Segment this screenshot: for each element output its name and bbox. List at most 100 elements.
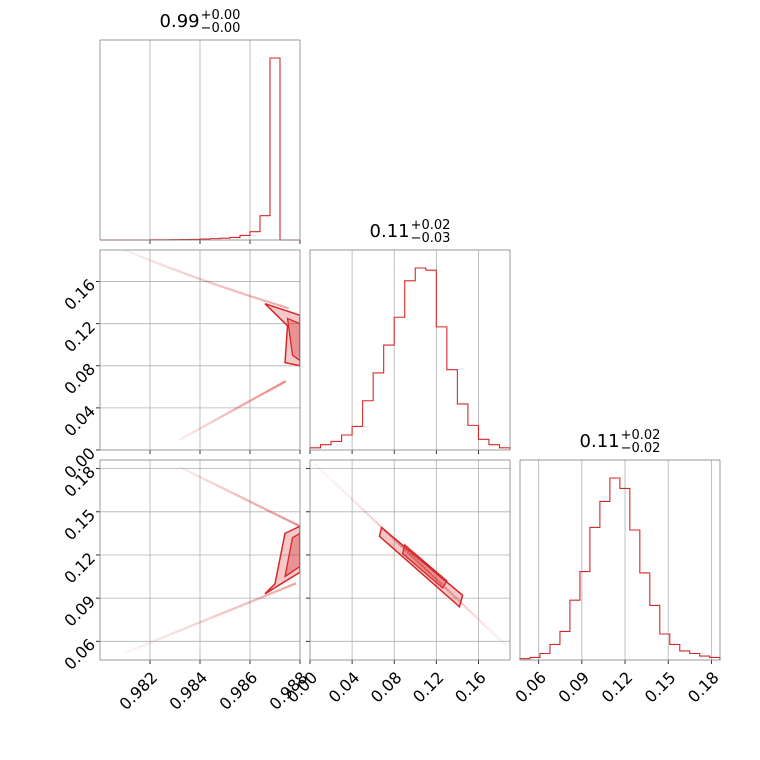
sample-point — [194, 429, 198, 433]
sample-point — [490, 630, 494, 634]
sample-point — [211, 420, 215, 423]
x-tick-label: 0.984 — [165, 668, 211, 714]
sample-point — [135, 253, 139, 257]
sample-point — [132, 648, 135, 651]
sample-point — [499, 638, 502, 642]
sample-point — [165, 265, 168, 268]
sample-point — [259, 596, 263, 599]
sample-point — [239, 404, 242, 408]
sample-point — [142, 643, 146, 647]
sample-point — [247, 499, 251, 503]
sample-point — [190, 274, 194, 278]
sample-point — [264, 507, 267, 511]
sample-point — [198, 475, 201, 479]
sample-point — [230, 288, 233, 292]
y-tick-label: 0.04 — [60, 402, 99, 441]
sample-point — [276, 303, 280, 307]
sample-point — [217, 613, 220, 617]
sample-point — [183, 435, 187, 438]
sample-point — [224, 412, 228, 416]
sample-point — [143, 256, 146, 260]
sample-point — [267, 300, 271, 304]
sample-point — [320, 469, 323, 472]
sample-point — [219, 284, 223, 288]
sample-point — [233, 407, 237, 411]
sample-point — [169, 266, 172, 270]
sample-point — [217, 485, 221, 488]
sample-point — [289, 584, 293, 587]
sample-point — [215, 283, 218, 287]
sample-point — [130, 251, 134, 255]
sample-point — [229, 608, 233, 611]
histogram-series — [309, 267, 511, 450]
sample-point — [488, 628, 492, 632]
sample-point — [254, 396, 258, 399]
sample-point — [225, 488, 228, 492]
sample-point — [144, 257, 148, 260]
sample-point — [144, 642, 148, 646]
sample-point — [154, 261, 157, 264]
sample-point — [223, 488, 227, 491]
sample-point — [182, 271, 186, 275]
sample-point — [415, 558, 418, 562]
sample-point — [278, 588, 282, 592]
sample-point — [279, 304, 282, 308]
sample-point — [461, 602, 464, 606]
sample-point — [237, 405, 241, 409]
sample-point — [204, 279, 208, 283]
sample-point — [281, 381, 284, 385]
sample-point — [281, 305, 285, 308]
sample-point — [248, 399, 251, 403]
title-minus: −0.02 — [620, 441, 661, 456]
sample-point — [288, 519, 291, 523]
sample-point — [155, 638, 159, 642]
sample-point — [198, 277, 202, 281]
sample-point — [185, 626, 188, 630]
sample-point — [465, 606, 469, 610]
sample-point — [232, 607, 235, 611]
sample-point — [268, 592, 271, 596]
sample-point — [503, 642, 507, 646]
sample-point — [478, 618, 481, 622]
sample-point — [161, 635, 165, 639]
sample-point — [236, 605, 239, 609]
sample-point — [244, 602, 248, 605]
sample-point — [273, 512, 276, 515]
y-tick-label: 0.16 — [60, 275, 99, 314]
sample-point — [186, 433, 190, 437]
sample-point — [178, 629, 182, 632]
sample-point — [476, 616, 479, 620]
sample-point — [150, 259, 153, 263]
sample-point — [172, 631, 176, 635]
sample-point — [127, 250, 130, 253]
sample-point — [295, 523, 299, 527]
sample-point — [132, 252, 135, 255]
sample-point — [171, 267, 174, 271]
panel-1-0 — [96, 249, 301, 454]
sample-point — [229, 409, 233, 413]
sample-point — [255, 503, 258, 507]
sample-point — [181, 436, 184, 440]
sample-point — [404, 548, 408, 552]
sample-point — [166, 634, 169, 637]
x-tick-label: 0.986 — [215, 668, 261, 714]
sample-point — [180, 271, 184, 274]
sample-point — [151, 640, 154, 643]
sample-point — [236, 406, 240, 409]
sample-point — [206, 422, 209, 426]
sample-point — [139, 255, 143, 258]
sample-point — [249, 399, 253, 402]
sample-point — [429, 572, 433, 576]
sample-point — [214, 483, 218, 487]
sample-point — [252, 397, 255, 401]
sample-point — [214, 418, 217, 422]
sample-point — [238, 604, 242, 608]
sample-point — [249, 500, 252, 504]
sample-point — [318, 467, 321, 470]
title-errors: +0.02 −0.02 — [621, 429, 661, 455]
sample-point — [270, 387, 274, 391]
sample-point — [147, 642, 150, 645]
sample-point — [266, 593, 269, 597]
sample-point — [256, 297, 259, 300]
sample-point — [219, 415, 222, 419]
